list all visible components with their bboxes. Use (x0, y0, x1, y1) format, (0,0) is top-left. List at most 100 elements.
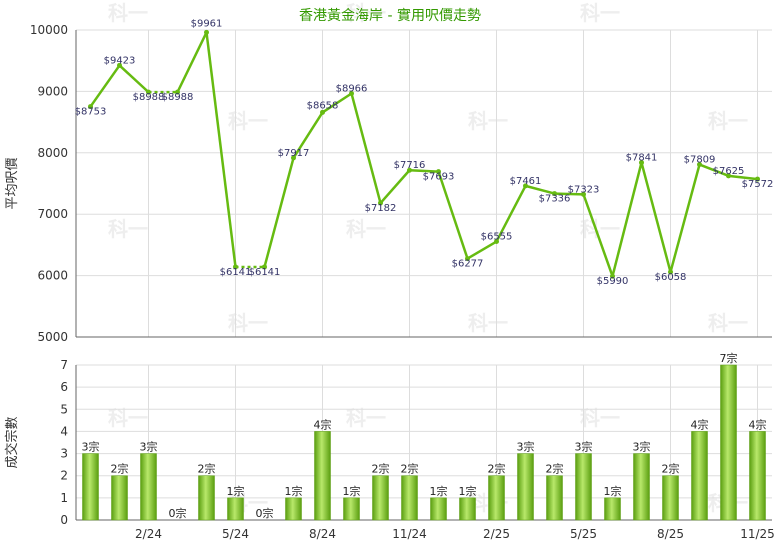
watermark-text: 科一 (580, 406, 620, 430)
line-segment (466, 240, 498, 260)
x-tick-label: 11/25 (740, 527, 775, 541)
line-segment (292, 111, 324, 159)
data-label: $6058 (655, 272, 687, 283)
bar (575, 453, 592, 521)
bar (227, 497, 244, 521)
watermark-text: 科一 (228, 109, 268, 133)
data-point (755, 176, 760, 182)
line-segment (118, 64, 150, 94)
bar (546, 475, 563, 521)
bar-label: 4宗 (691, 417, 709, 431)
y-tick-label: 6000 (37, 269, 68, 283)
y-tick-label: 4 (60, 424, 68, 438)
data-point (581, 191, 586, 197)
line-segment (699, 163, 729, 177)
y-tick-label: 8000 (37, 146, 68, 160)
bar (343, 497, 360, 521)
bar (82, 453, 99, 521)
line-segment (582, 193, 614, 277)
data-point (378, 200, 383, 206)
y-tick-label: 5 (60, 402, 68, 416)
line-segment (669, 164, 701, 273)
bar-label: 2宗 (198, 462, 216, 476)
data-label: $7572 (742, 179, 774, 190)
data-label: $7323 (568, 184, 600, 195)
x-tick-label: 5/25 (570, 527, 597, 541)
data-label: $7336 (539, 194, 571, 205)
data-point (175, 89, 180, 95)
x-tick-label: 8/25 (657, 527, 684, 541)
data-label: $7182 (365, 203, 397, 214)
data-label: $6555 (481, 232, 513, 243)
x-tick-label: 11/24 (392, 527, 427, 541)
bar-label: 0宗 (256, 506, 274, 520)
bar (198, 475, 215, 521)
bar (372, 475, 389, 521)
watermark-text: 科一 (580, 1, 620, 25)
data-point (697, 162, 702, 168)
watermark-text: 科一 (708, 311, 748, 335)
line-segment (263, 157, 295, 268)
bar-label: 2宗 (546, 462, 564, 476)
y-tick-label: 9000 (37, 84, 68, 98)
data-label: $9423 (104, 55, 136, 66)
data-point (552, 191, 557, 197)
bar (401, 475, 418, 521)
watermark-text: 科一 (108, 1, 148, 25)
data-point (639, 160, 644, 166)
bar-label: 4宗 (749, 417, 767, 431)
y-tick-label: 0 (60, 513, 68, 527)
data-point (349, 90, 354, 96)
line-segment (379, 169, 411, 204)
line-segment (728, 174, 758, 181)
bar (111, 475, 128, 521)
data-point (668, 269, 673, 275)
data-label: $8753 (75, 107, 107, 118)
line-segment (205, 32, 237, 268)
data-label: $7716 (394, 160, 426, 171)
data-point (88, 104, 93, 110)
bar-label: 4宗 (314, 417, 332, 431)
data-label: $8966 (336, 83, 368, 94)
data-label: $7625 (713, 166, 745, 177)
bar-label: 3宗 (517, 440, 535, 454)
data-label: $8658 (307, 100, 339, 111)
bar-label: 1宗 (430, 484, 448, 498)
y-axis-label: 平均呎價 (5, 157, 20, 209)
bar (604, 497, 621, 521)
bar-label: 7宗 (720, 351, 738, 365)
data-point (436, 169, 441, 175)
line-segment (350, 93, 382, 204)
bar (749, 431, 766, 521)
line-segment (525, 184, 555, 195)
line-segment (176, 31, 208, 93)
line-segment (495, 185, 527, 243)
bar-label: 1宗 (343, 484, 361, 498)
bar (459, 497, 476, 521)
bar (691, 431, 708, 521)
y-tick-label: 3 (60, 447, 68, 461)
data-label: $9961 (191, 18, 223, 29)
bar (662, 475, 679, 521)
bar (517, 453, 534, 521)
data-point (320, 109, 325, 115)
watermark-text: 科一 (346, 217, 386, 241)
data-point (291, 155, 296, 161)
data-label: $7841 (626, 153, 658, 164)
bar-label: 2宗 (488, 462, 506, 476)
bar (140, 453, 157, 521)
watermark-text: 科一 (468, 311, 508, 335)
chart-title: 香港黃金海岸 - 實用呎價走勢 (299, 7, 481, 24)
data-point (233, 264, 238, 270)
y-tick-label: 7 (60, 358, 68, 372)
bar-label: 3宗 (633, 440, 651, 454)
data-point (494, 239, 499, 245)
bar-label: 1宗 (285, 484, 303, 498)
bar-label: 3宗 (82, 440, 100, 454)
y-tick-label: 2 (60, 469, 68, 483)
data-point (262, 264, 267, 270)
data-label: $6141 (249, 267, 281, 278)
data-label: $8988 (133, 92, 165, 103)
